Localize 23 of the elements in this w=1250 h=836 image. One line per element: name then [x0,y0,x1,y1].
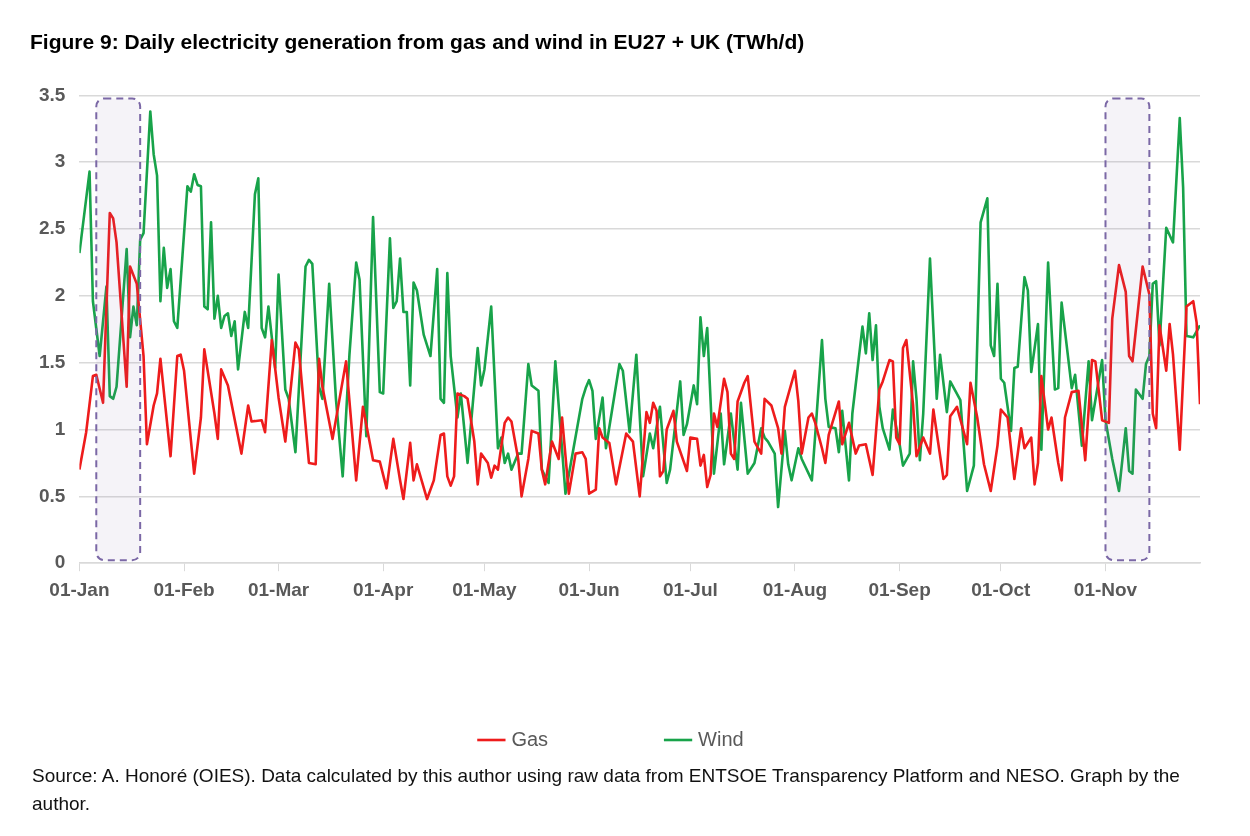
x-tick-label: 01-Sep [868,578,931,600]
y-tick-label: 0.5 [38,484,66,506]
x-tick-label: 01-Jun [558,578,620,600]
y-tick-label: 0 [54,551,66,573]
x-tick-label: 01-Oct [971,578,1032,600]
x-tick-label: 01-May [452,578,518,600]
chart-title: Figure 9: Daily electricity generation from gas and wind in EU27 + UK (TWh/d) [30,30,805,54]
x-tick-label: 01-Jul [662,578,718,600]
x-tick-label: 01-Mar [247,578,310,600]
x-tick-label: 01-Nov [1073,578,1138,600]
x-tick-label: 01-Aug [762,578,828,600]
x-tick-label: 01-Jan [49,578,110,600]
y-tick-label: 1.5 [38,350,66,372]
y-tick-label: 2.5 [38,217,66,239]
y-tick-label: 2 [54,284,66,306]
source-note: Source: A. Honoré (OIES). Data calculated by this author using raw data from ENTSOE Transparency Platform and NESO. Graph by the author. [32,764,1181,816]
y-tick-label: 3 [54,150,66,172]
y-tick-label: 1 [54,417,66,439]
legend-label: Gas [511,727,549,750]
legend-label: Wind [698,727,744,750]
x-tick-label: 01-Feb [153,578,215,600]
x-tick-label: 01-Apr [353,578,414,600]
y-tick-label: 3.5 [38,83,66,105]
